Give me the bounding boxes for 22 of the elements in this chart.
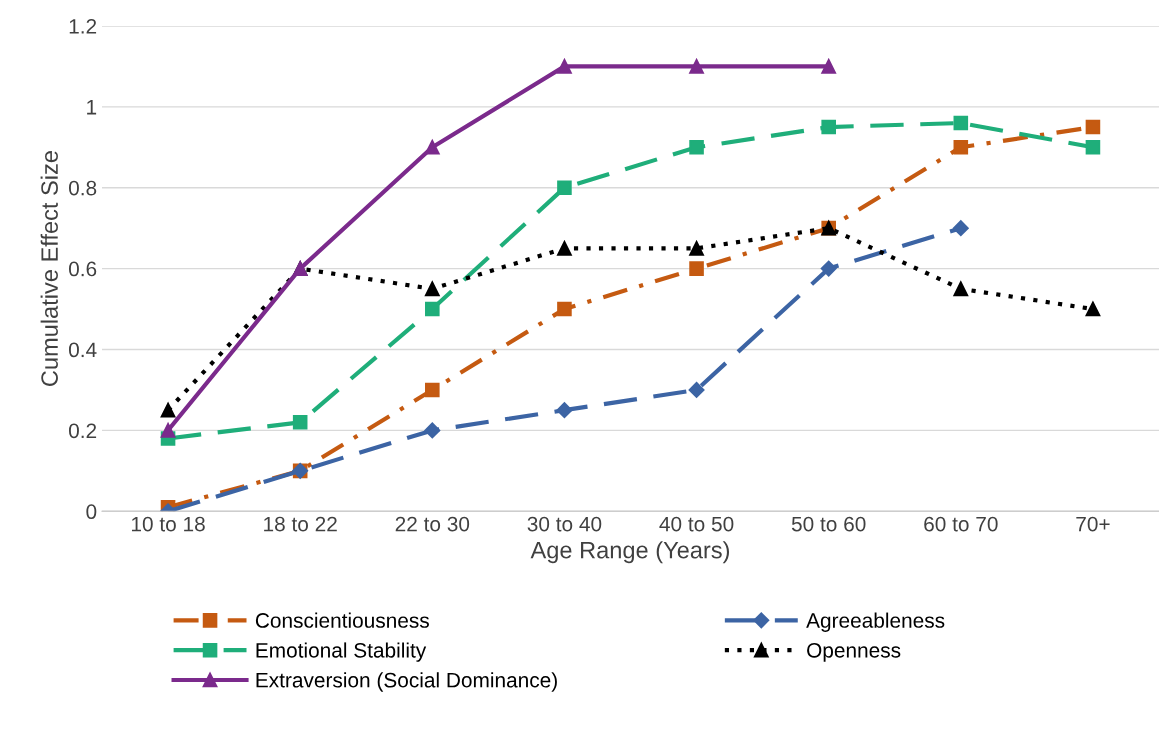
y-tick-label: 0.2 [68, 423, 97, 439]
y-tick-label: 0.6 [68, 261, 97, 277]
y-tick-label: 1.2 [69, 18, 97, 34]
y-tick-label: 0.8 [68, 180, 97, 196]
x-axis-title: Age Range (Years) [530, 541, 730, 564]
x-tick-label: 10 to 18 [132, 516, 205, 532]
x-tick-label: 60 to 70 [924, 516, 998, 532]
y-tick-label: 0.4 [68, 342, 97, 358]
y-axis-title: Cumulative Effect Size [40, 151, 58, 386]
legend-label: Openness [807, 642, 901, 662]
y-tick-label: 1 [87, 100, 97, 115]
x-tick-label: 18 to 22 [264, 516, 337, 532]
x-tick-label: 22 to 30 [395, 516, 470, 532]
legend-label: Emotional Stability [256, 642, 427, 662]
x-tick-label: 50 to 60 [791, 516, 866, 532]
x-tick-label: 40 to 50 [659, 516, 734, 532]
legend-label: Conscientiousness [255, 612, 429, 628]
x-tick-label: 70+ [1076, 516, 1110, 532]
legend-label: Agreeableness [806, 612, 945, 632]
legend-label: Extraversion (Social Dominance) [256, 672, 557, 692]
y-tick-label: 0 [86, 504, 97, 520]
x-tick-label: 30 to 40 [527, 516, 602, 532]
